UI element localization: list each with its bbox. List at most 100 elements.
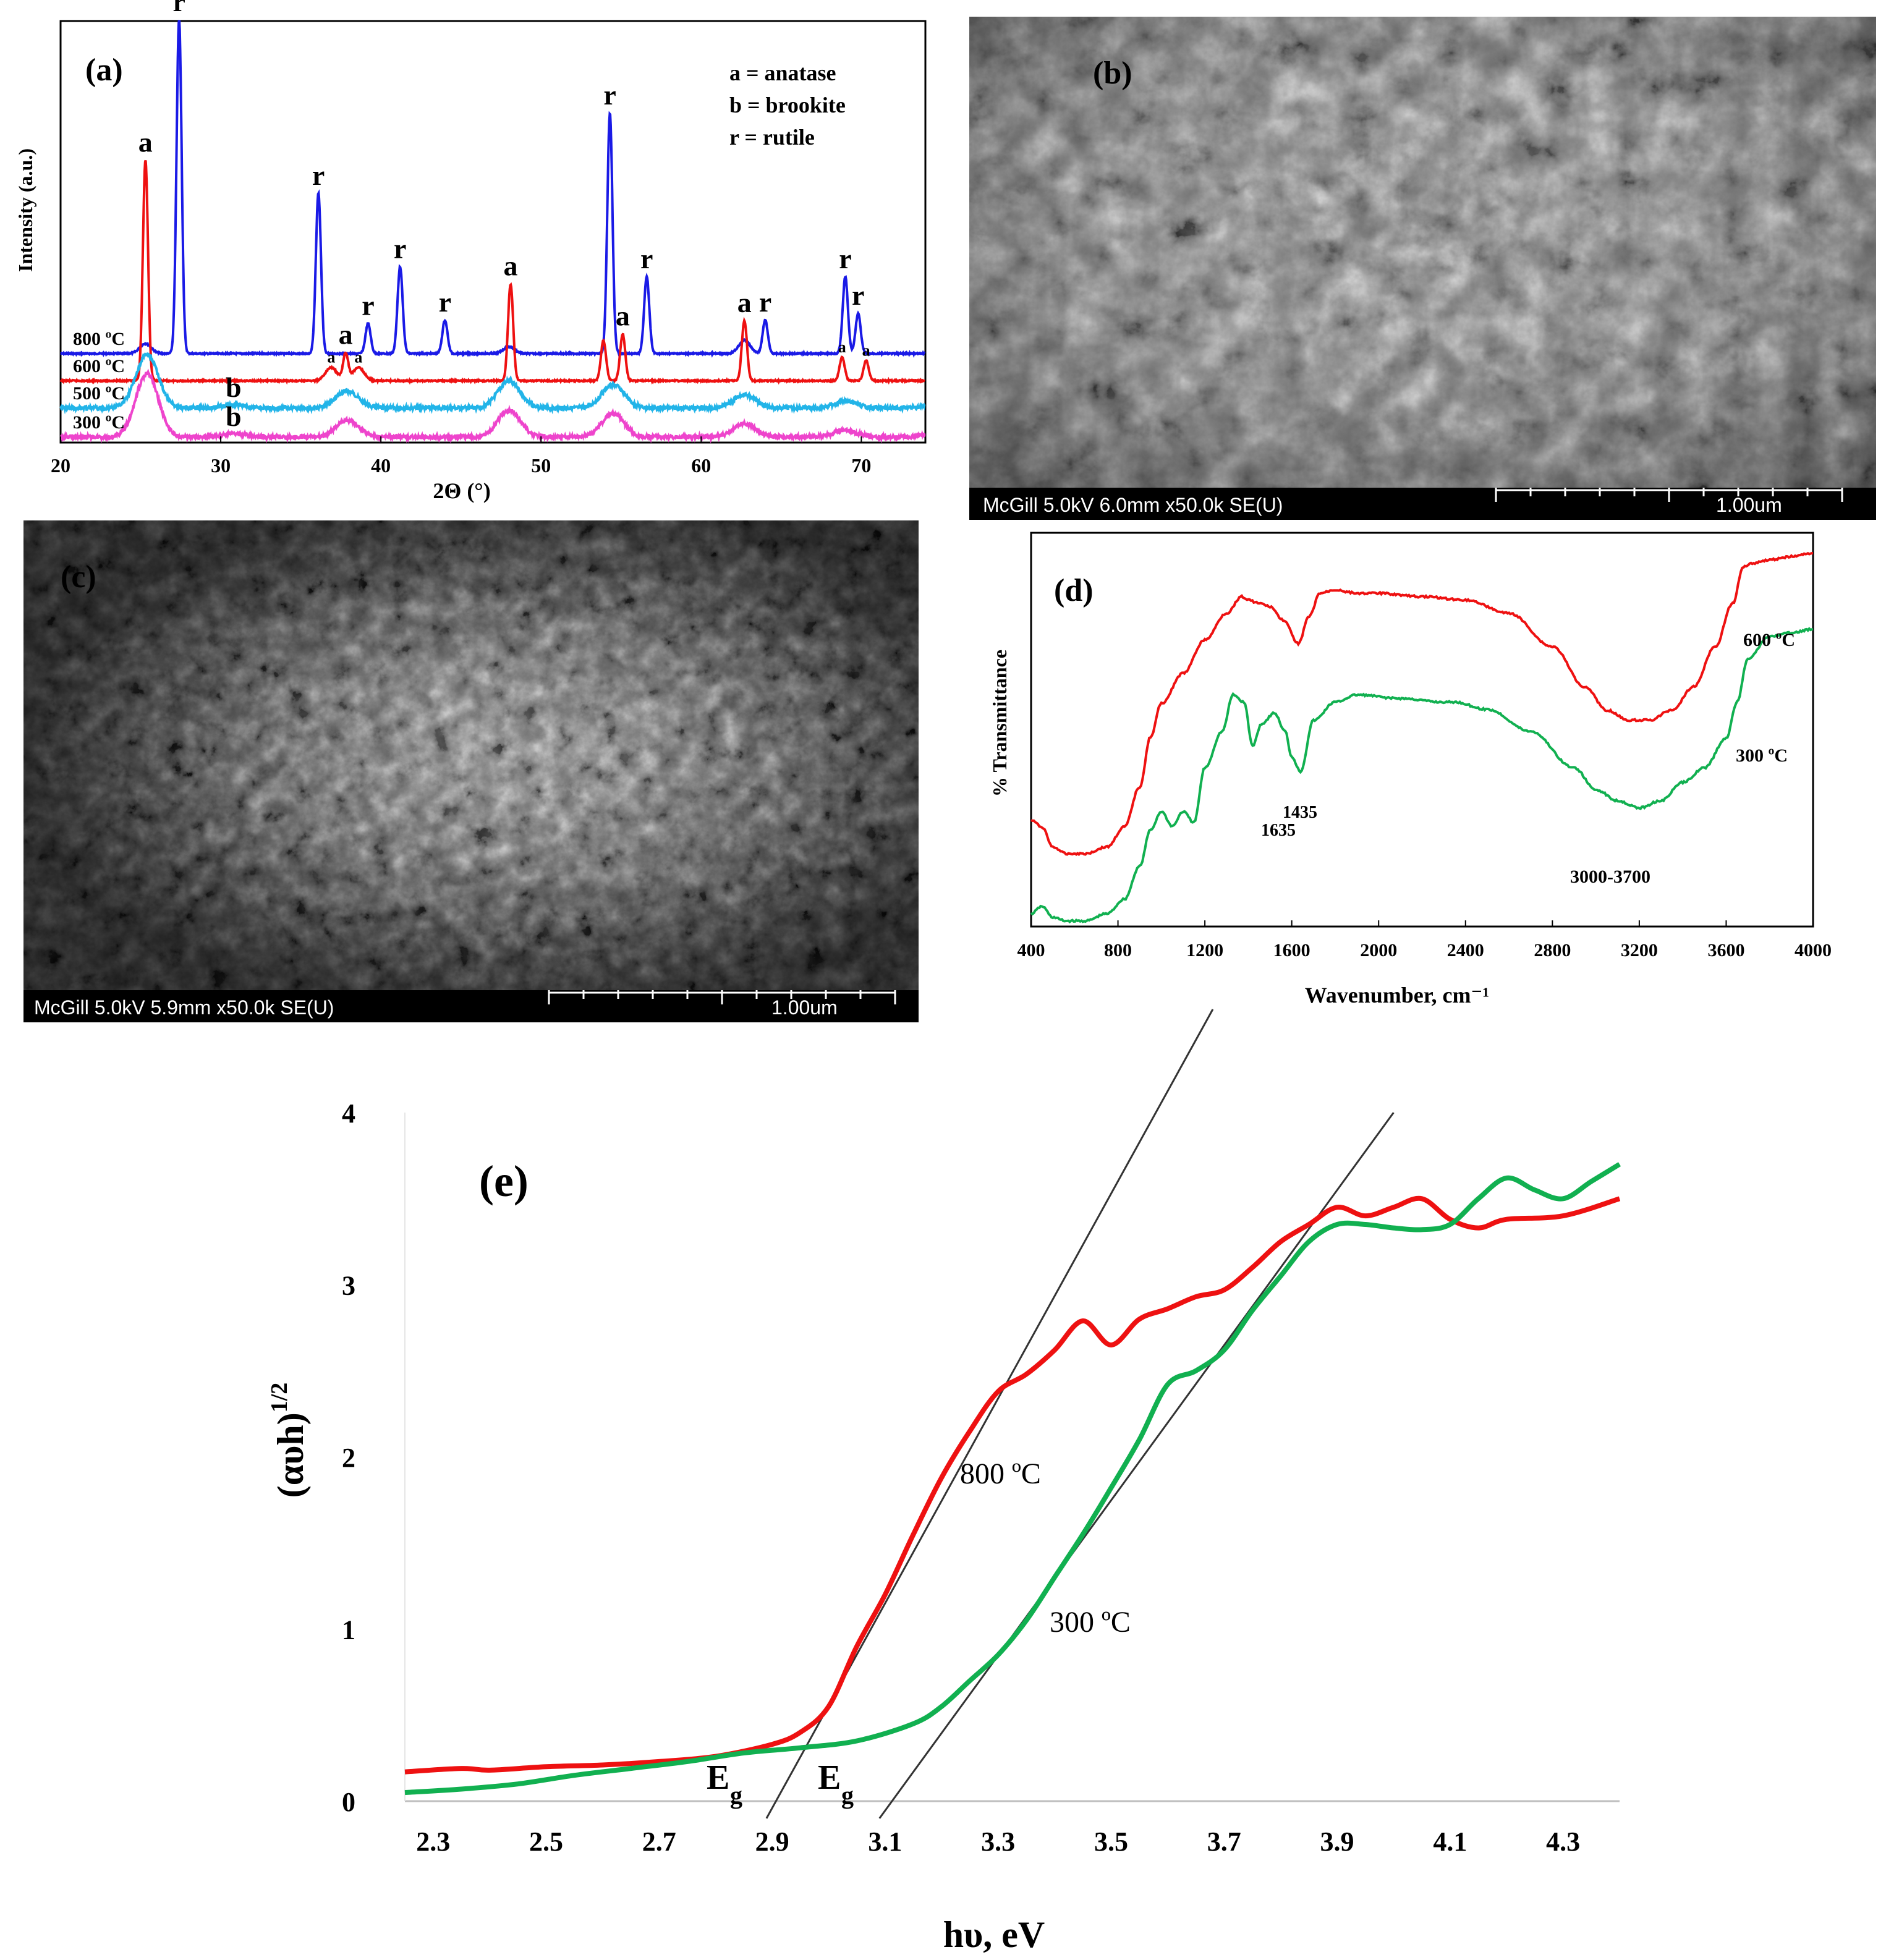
xrd-peak-label: a	[503, 250, 517, 281]
xrd-peak-label: r	[173, 0, 185, 17]
xrd-series-label-3: 300 ºC	[73, 412, 125, 433]
tauc-x-tick-label: 3.1	[868, 1826, 902, 1857]
tauc-y-tick-label: 0	[342, 1787, 355, 1817]
ftir-annotation: 600 ºC	[1743, 630, 1795, 650]
tauc-y-tick-label: 1	[342, 1615, 355, 1645]
xrd-legend-line-3: r = rutile	[729, 125, 815, 150]
xrd-peak-label: a	[616, 300, 630, 331]
sem-c-scale-bar	[548, 990, 896, 1004]
xrd-peak-label: r	[603, 79, 616, 111]
xrd-peak-label: a	[354, 348, 362, 366]
ftir-y-axis-label: % Transmittance	[988, 650, 1011, 797]
xrd-peak-label: r	[839, 243, 851, 274]
xrd-plot-frame	[59, 20, 927, 444]
xrd-peak-label: r	[312, 159, 325, 191]
xrd-x-tick-label: 30	[211, 454, 231, 477]
sem-b-scale-bar	[1495, 488, 1843, 502]
ftir-annotation: 300 ºC	[1736, 745, 1788, 766]
tauc-tangent-line-1	[878, 1112, 1395, 1819]
xrd-peak-label: a	[339, 318, 353, 350]
ftir-annotation: 3000-3700	[1570, 867, 1650, 887]
ftir-chart: 400 800 1200 1600 2000 2400 2800 3200 3600 4000 (…	[988, 532, 1832, 1008]
tauc-x-tick-label: 2.3	[416, 1826, 450, 1857]
xrd-chart: 800 ºC 600 ºC 500 ºC 300 ºC 20 30 40 50 60 70 (a…	[14, 0, 927, 503]
sem-b-panel-label: (b)	[1093, 56, 1132, 91]
xrd-x-axis-label: 2Θ (°)	[433, 478, 490, 503]
sem-image-c: McGill 5.0kV 5.9mm x50.0k SE(U) 1.00um (…	[23, 520, 919, 1022]
tauc-series-label: 300 ºC	[1050, 1606, 1131, 1639]
ftir-series-1	[1030, 627, 1814, 923]
tauc-y-tick-label: 4	[342, 1098, 355, 1129]
xrd-x-tick-label: 50	[531, 454, 551, 477]
ftir-x-tick-label: 2800	[1534, 940, 1571, 961]
xrd-series-0	[60, 20, 926, 358]
tauc-panel-label: (e)	[479, 1156, 529, 1206]
tauc-x-tick-label: 4.1	[1433, 1826, 1467, 1857]
ftir-panel-label: (d)	[1054, 573, 1094, 608]
tauc-eg-subscript: g	[730, 1781, 742, 1809]
ftir-x-tick-label: 800	[1104, 940, 1132, 961]
xrd-series-1	[59, 159, 925, 385]
tauc-y-axis-label-sup: 1/2	[266, 1383, 292, 1413]
xrd-x-tick-label: 40	[371, 454, 391, 477]
tauc-y-tick-label: 2	[342, 1443, 355, 1473]
sem-image-b: McGill 5.0kV 6.0mm x50.0k SE(U) 1.00um (…	[969, 17, 1876, 520]
ftir-x-tick-label: 3200	[1621, 940, 1658, 961]
ftir-annotation: 1435	[1283, 803, 1317, 822]
sem-c-caption: McGill 5.0kV 5.9mm x50.0k SE(U)	[34, 996, 334, 1019]
xrd-series-label-2: 500 ºC	[73, 383, 125, 404]
ftir-x-axis-label: Wavenumber, cm⁻¹	[1305, 983, 1489, 1008]
sem-b-caption: McGill 5.0kV 6.0mm x50.0k SE(U)	[983, 494, 1283, 516]
xrd-peak-label: a	[737, 287, 752, 318]
ftir-x-tick-label: 4000	[1795, 940, 1832, 961]
tauc-x-tick-label: 2.9	[755, 1826, 789, 1857]
tauc-eg-label: E	[818, 1758, 841, 1797]
ftir-x-tick-label: 1200	[1186, 940, 1223, 961]
xrd-peak-label: b	[226, 371, 242, 403]
tauc-x-tick-label: 3.5	[1094, 1826, 1128, 1857]
xrd-x-tick-label: 20	[51, 454, 70, 477]
xrd-legend-line-1: a = anatase	[729, 61, 836, 85]
ftir-x-tick-label: 3600	[1707, 940, 1744, 961]
tauc-x-tick-label: 3.3	[981, 1826, 1015, 1857]
tauc-x-tick-label: 4.3	[1546, 1826, 1580, 1857]
xrd-peak-label: r	[439, 286, 451, 318]
tauc-series-1	[404, 1162, 1621, 1796]
tauc-chart: 2.3 2.5 2.7 2.9 3.1 3.3 3.5 3.7 3.9 4.1 4.3 0 1 2 3 4 (…	[266, 1009, 1621, 1955]
xrd-peak-label: r	[362, 289, 374, 321]
xrd-peak-label: r	[759, 286, 771, 318]
xrd-x-tick-label: 70	[851, 454, 871, 477]
tauc-x-tick-label: 3.7	[1207, 1826, 1241, 1857]
xrd-panel-label: (a)	[85, 53, 123, 88]
xrd-peak-label: r	[394, 233, 406, 265]
xrd-peak-label: a	[327, 348, 335, 366]
tauc-y-tick-label: 3	[342, 1271, 355, 1301]
sem-c-info-bar	[23, 990, 919, 1022]
xrd-series-2	[59, 352, 926, 415]
tauc-x-tick-label: 2.5	[529, 1826, 563, 1857]
sem-b-info-bar	[969, 488, 1876, 520]
tauc-x-tick-label: 3.9	[1320, 1826, 1354, 1857]
xrd-legend-line-2: b = brookite	[729, 93, 846, 117]
xrd-peak-label: r	[852, 279, 864, 311]
tauc-y-axis-label-base: (αυh)	[270, 1412, 311, 1498]
tauc-series-label: 800 ºC	[960, 1457, 1041, 1490]
xrd-peak-label: a	[838, 338, 846, 356]
tauc-x-tick-label: 2.7	[642, 1826, 676, 1857]
ftir-series-0	[1030, 551, 1814, 857]
xrd-peak-label: r	[640, 243, 653, 274]
ftir-annotation: 1635	[1261, 821, 1296, 840]
ftir-x-tick-label: 1600	[1273, 940, 1310, 961]
tauc-y-axis-label: (αυh)1/2	[266, 1383, 311, 1498]
ftir-x-tick-label: 2000	[1360, 940, 1397, 961]
xrd-peak-label: a	[138, 127, 153, 158]
sem-c-panel-label: (c)	[61, 559, 96, 595]
tauc-eg-subscript: g	[841, 1781, 854, 1809]
xrd-peak-label: a	[862, 342, 870, 360]
xrd-peak-label: b	[226, 401, 242, 432]
ftir-x-tick-label: 2400	[1447, 940, 1484, 961]
xrd-x-tick-label: 60	[691, 454, 711, 477]
xrd-y-axis-label: Intensity (a.u.)	[14, 148, 36, 272]
xrd-series-label-1: 600 ºC	[73, 356, 125, 376]
